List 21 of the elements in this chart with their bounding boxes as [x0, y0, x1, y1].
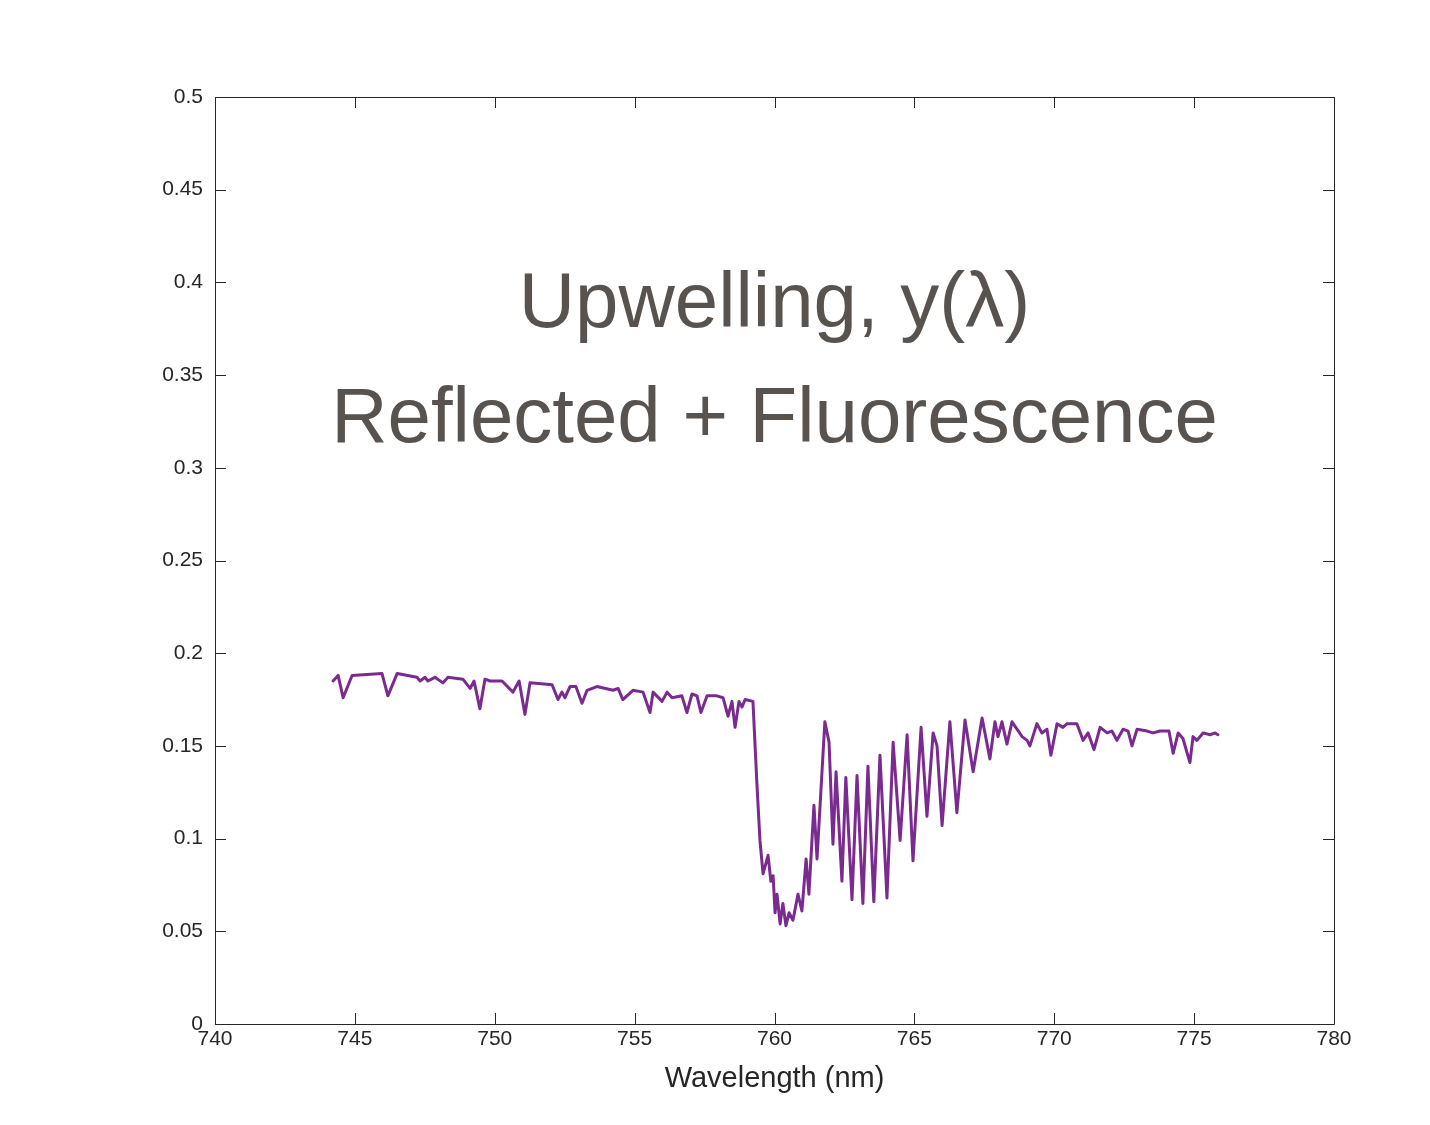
y-tick-label: 0.1	[173, 825, 203, 849]
x-tick-label: 760	[756, 1026, 793, 1050]
x-tick-label: 745	[337, 1026, 373, 1050]
x-tick-label: 765	[896, 1026, 932, 1050]
y-tick-label: 0.4	[173, 269, 204, 293]
y-tick-label: 0.45	[162, 176, 203, 200]
x-tick-label: 750	[477, 1026, 513, 1050]
x-tick-label: 775	[1176, 1026, 1212, 1050]
y-tick-label: 0.3	[173, 454, 203, 478]
y-tick-label: 0.15	[162, 732, 203, 756]
y-tick-label: 0.5	[173, 83, 203, 107]
text: Reflected + Fluorescence	[331, 371, 1218, 459]
text: Upwelling, y(λ)	[518, 256, 1031, 344]
x-tick-label: 780	[1316, 1026, 1352, 1050]
y-tick-label: 0.05	[162, 918, 203, 942]
y-tick-label: 0.35	[162, 361, 203, 385]
y-tick-label: 0.2	[173, 640, 203, 663]
y-tick-label: 0.25	[162, 547, 203, 571]
x-tick-label: 770	[1036, 1026, 1072, 1050]
x-tick-label: 755	[617, 1026, 653, 1050]
x-axis-title: Wavelength (nm)	[664, 1060, 885, 1093]
